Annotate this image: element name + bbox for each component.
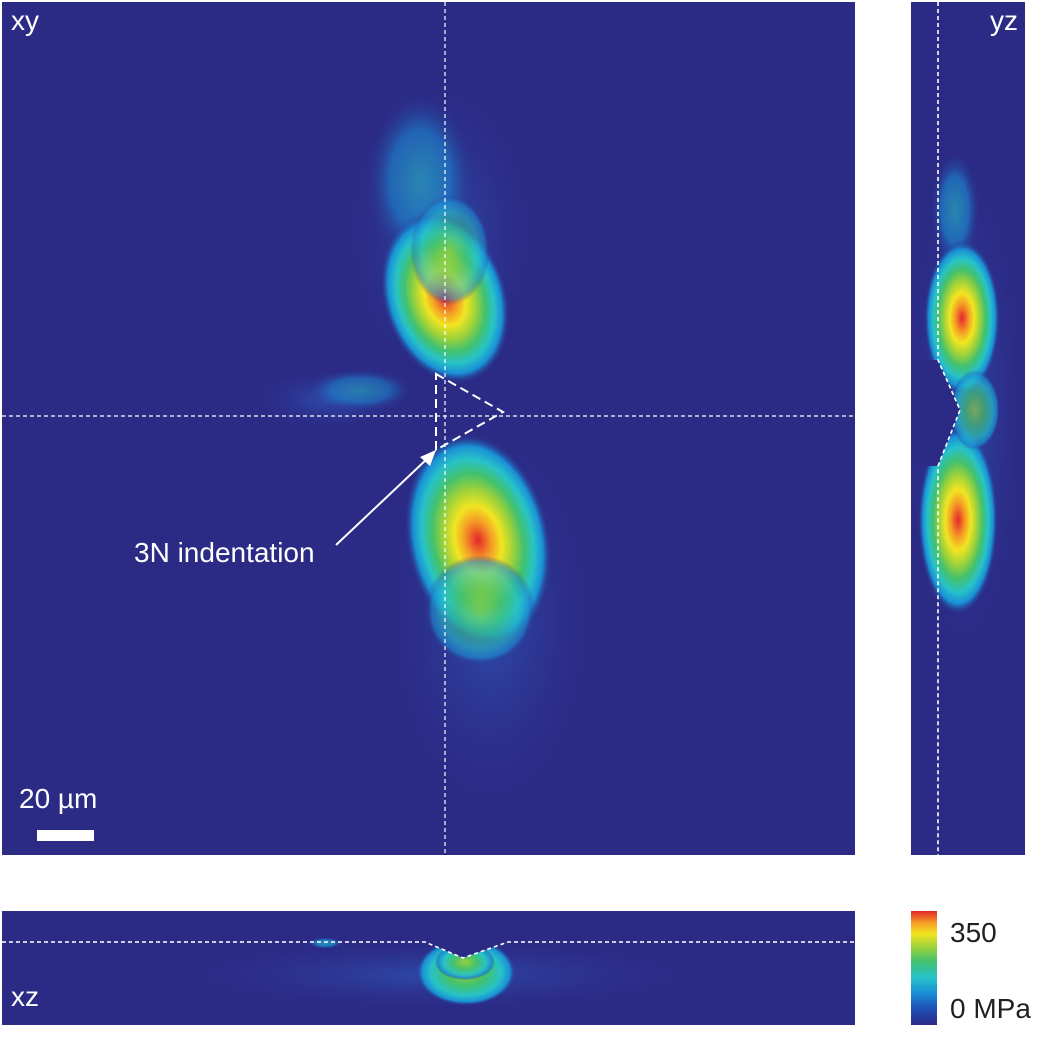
xy-panel: 3N indentation xy 20 µm [2,2,855,855]
yz-upper-stress-spot [924,240,1000,396]
yz-indent-profile [937,2,961,855]
annotation-label: 3N indentation [134,537,315,568]
colorbar-max-label: 350 [950,917,997,948]
xy-panel-label: xy [11,5,39,36]
yz-panel-label: yz [990,5,1018,36]
xy-upper-green-halo [410,195,490,305]
scale-bar [37,830,94,841]
xz-indent-cavity [425,911,508,958]
yz-panel: yz [911,2,1025,855]
xz-panel: xz [2,911,855,1025]
indentation-outline [435,372,506,452]
xy-lower-green-halo [425,555,535,665]
xz-faint-spot [307,937,343,949]
annotation-arrow-line [335,457,429,546]
scale-bar-label: 20 µm [19,783,97,814]
colorbar-gradient [911,911,937,1025]
colorbar: 350 0 MPa [911,911,1031,1025]
annotation-arrow-head [420,450,436,466]
xz-panel-label: xz [11,981,39,1012]
yz-faint-upper [930,150,980,270]
yz-center-halo [950,370,1000,450]
xy-faint-left [305,368,415,412]
colorbar-min-label: 0 MPa [950,993,1031,1024]
xz-indent-profile [2,941,855,959]
